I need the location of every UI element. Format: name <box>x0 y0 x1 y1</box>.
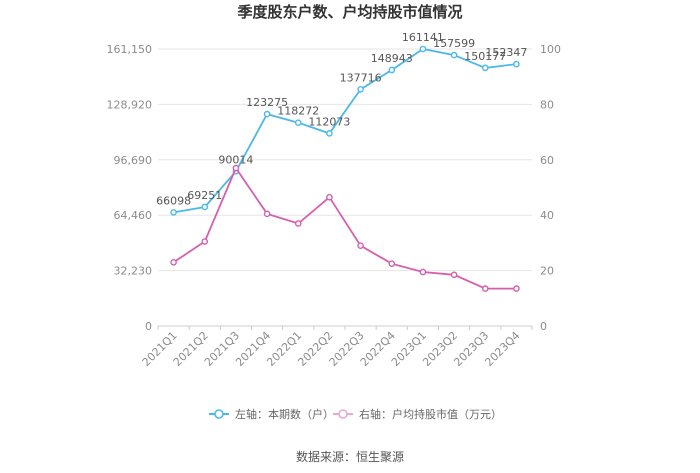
x-axis-ticks: 2021Q12021Q22021Q32021Q42022Q12022Q22022… <box>140 329 523 369</box>
data-point-holders <box>170 209 177 216</box>
grid-layer <box>157 48 533 330</box>
data-label-holders: 161141 <box>402 31 444 44</box>
data-label-holders: 66098 <box>156 194 191 207</box>
data-point-holders <box>357 85 364 93</box>
data-point-holders <box>481 64 489 72</box>
chart-title: 季度股东户数、户均持股市值情况 <box>237 3 462 21</box>
data-label-holders: 69251 <box>187 189 222 202</box>
data-label-holders: 152347 <box>485 46 527 59</box>
left-axis-ticks: 0 32,230 64,460 96,690 128,920 161,150 <box>107 43 153 333</box>
right-tick-label: 0 <box>540 320 547 333</box>
legend-item-holders[interactable]: 左轴：本期数（户） <box>209 407 334 421</box>
data-point-holders <box>326 130 333 137</box>
right-tick-label: 60 <box>540 154 554 167</box>
right-tick-label: 80 <box>540 98 554 111</box>
left-tick-label: 64,460 <box>114 209 153 222</box>
data-point-avg-value <box>388 260 396 267</box>
data-point-holders <box>450 51 458 59</box>
data-point-holders <box>388 66 396 74</box>
data-point-holders <box>263 110 271 118</box>
data-point-avg-value <box>170 258 177 266</box>
data-label-holders: 123275 <box>246 96 288 109</box>
right-tick-label: 100 <box>540 43 561 56</box>
data-label-holders: 148943 <box>371 52 413 65</box>
left-tick-label: 32,230 <box>114 265 153 278</box>
left-tick-label: 161,150 <box>107 43 153 56</box>
data-point-holders <box>513 60 520 68</box>
data-label-holders: 150177 <box>464 50 506 63</box>
data-point-avg-value <box>419 268 427 276</box>
legend-item-avg-value[interactable]: 右轴：户均持股市值（万元） <box>333 407 502 421</box>
legend-holders-label: 左轴：本期数（户） <box>235 407 334 421</box>
left-tick-label: 96,690 <box>114 154 153 167</box>
series-layer <box>170 45 520 292</box>
data-point-holders <box>201 203 209 211</box>
data-point-avg-value <box>263 210 271 218</box>
data-point-avg-value <box>357 242 364 249</box>
right-tick-label: 40 <box>540 209 554 222</box>
right-tick-label: 20 <box>540 265 554 278</box>
legend-avg-value-marker <box>338 409 348 419</box>
series-line-avg-value <box>173 166 517 290</box>
legend-holders-marker <box>214 409 224 419</box>
data-label-holders: 112073 <box>308 115 350 128</box>
data-label-holders: 157599 <box>433 37 475 50</box>
data-point-holders <box>419 45 427 53</box>
legend-avg-value-label: 右轴：户均持股市值（万元） <box>359 407 502 421</box>
data-label-holders: 118272 <box>277 105 319 118</box>
x-tick-label: 2023Q4 <box>482 329 522 369</box>
data-point-avg-value <box>326 193 333 201</box>
data-point-avg-value <box>201 238 209 245</box>
data-point-avg-value <box>513 285 520 292</box>
right-axis-ticks: 0 20 40 60 80 100 <box>540 43 561 333</box>
data-point-avg-value <box>450 271 458 279</box>
data-point-avg-value <box>481 285 489 292</box>
left-tick-label: 0 <box>145 320 152 333</box>
data-point-holders <box>294 119 302 127</box>
left-tick-label: 128,920 <box>107 98 153 111</box>
data-label-holders: 90014 <box>218 153 253 166</box>
data-point-avg-value <box>232 164 240 172</box>
series-line-holders <box>173 48 517 214</box>
data-point-avg-value <box>294 220 302 227</box>
data-label-holders: 137716 <box>340 71 382 84</box>
source-note: 数据来源：恒生聚源 <box>296 449 404 464</box>
legend[interactable]: 左轴：本期数（户） 右轴：户均持股市值（万元） <box>209 407 502 421</box>
